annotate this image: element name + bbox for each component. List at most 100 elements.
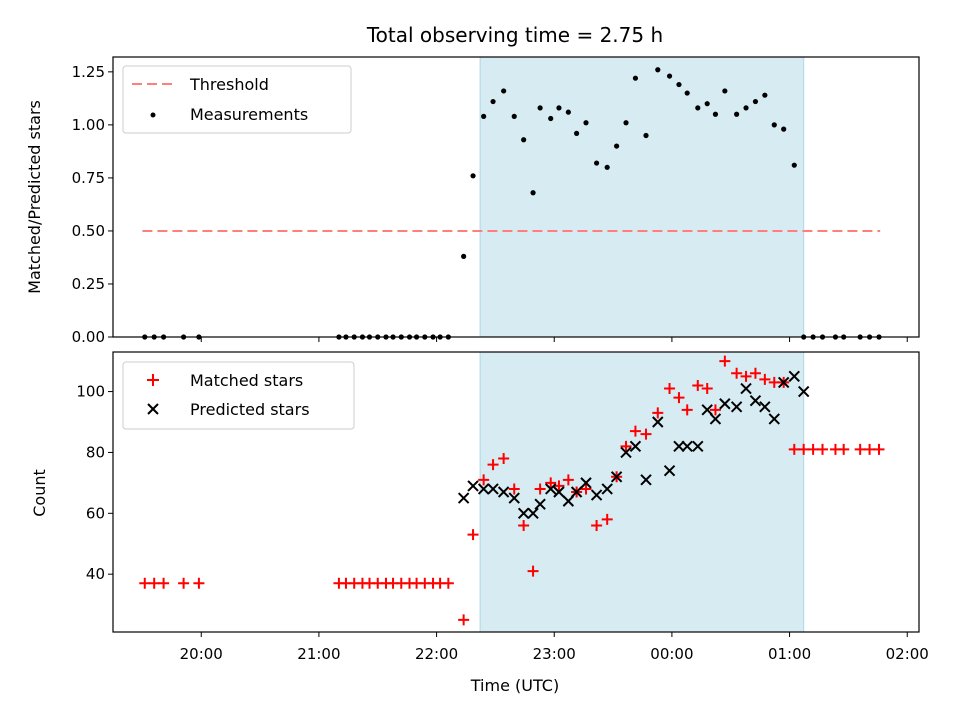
matched-star-point [664,383,676,395]
legend-matched-label: Matched stars [190,371,303,390]
predicted-star-point [457,492,470,504]
predicted-star-point [553,486,565,498]
measurement-point [521,137,527,143]
matched-star-point [740,370,752,382]
measurement-point [684,90,690,96]
measurement-point [537,105,543,111]
observing-window-shade [479,56,805,338]
y-axis-label: Matched/Predicted stars [25,100,44,294]
matched-stars-points [139,355,885,626]
predicted-star-point [749,394,762,407]
matched-star-point [527,565,539,577]
y-tick-label: 0.50 [72,222,105,240]
y-tick-label: 40 [86,565,105,583]
predicted-star-point [508,492,520,504]
matched-star-point [442,577,454,589]
matched-star-point [629,425,641,437]
y-tick-label: 1.00 [72,116,105,134]
matched-star-point [652,407,664,419]
measurement-point [461,253,467,259]
measurement-point [643,132,649,139]
predicted-star-point [740,382,752,395]
matched-star-point [673,392,685,404]
predicted-star-point [797,385,810,398]
matched-star-point [601,513,613,525]
predicted-star-point [487,483,499,495]
y-tick-label: 100 [76,383,105,401]
measurement-point [704,101,710,107]
predicted-star-point [730,401,743,413]
predicted-star-point [629,440,642,453]
predicted-star-point [759,401,771,413]
matched-star-point [731,367,743,379]
measurement-point [481,113,487,119]
chart-title: Total observing time = 2.75 h [366,23,663,47]
x-tick-label: 21:00 [297,645,340,663]
matched-star-point [158,577,170,589]
legend-measurements-label: Measurements [190,105,308,124]
y-tick-label: 0.25 [72,275,105,293]
measurement-point [632,75,639,81]
matched-star-point [719,355,731,367]
observing-window-shade [479,351,805,633]
matched-star-point [487,459,499,471]
x-axis-ticks: 20:00 21:00 22:00 23:00 00:00 01:00 02:00 [180,632,929,663]
predicted-star-point [788,370,800,383]
y-axis-ticks: 0.00 0.25 0.50 0.75 1.00 1.25 [72,63,113,346]
predicted-star-point [527,507,539,520]
ratio-panel: 0.00 0.25 0.50 0.75 1.00 1.25 Total observing… [25,23,920,346]
matched-star-point [620,440,632,452]
matched-star-point [807,443,819,455]
legend-measurements-swatch [150,112,156,118]
measurement-point [565,109,571,115]
legend-threshold-label: Threshold [189,75,269,94]
predicted-star-point [652,416,664,428]
predicted-star-point [777,376,790,389]
matched-star-point [701,383,713,395]
y-tick-label: 1.25 [72,63,105,81]
predicted-star-point [545,483,557,495]
matched-star-point [864,443,876,455]
matched-star-point [580,483,592,495]
x-axis-label: Time (UTC) [470,676,559,695]
matched-star-point [817,443,829,455]
predicted-star-point [562,495,575,507]
x-axis-ticks [200,337,908,342]
predicted-star-point [497,486,510,498]
matched-star-point [193,577,205,589]
measurement-point [490,98,496,105]
matched-star-point [467,529,479,541]
matched-star-point [838,443,850,455]
axes-frame [112,351,920,633]
measurement-point [734,111,740,117]
measurement-point [655,67,661,73]
matched-star-point [681,404,693,416]
legend-matched-swatch [147,374,159,386]
predicted-star-point [570,486,583,498]
matched-star-point [591,519,603,531]
x-tick-label: 23:00 [533,645,576,663]
x-tick-label: 02:00 [886,645,929,663]
predicted-stars-points [457,370,810,520]
matched-star-point [788,443,800,455]
measurement-point [781,126,787,132]
predicted-star-point [590,489,603,501]
matched-star-point [148,577,160,589]
predicted-star-point [701,404,713,416]
predicted-star-point [663,464,676,477]
x-tick-label: 20:00 [180,645,223,663]
measurement-point [548,115,554,122]
matched-star-point [798,443,810,455]
legend-predicted-label: Predicted stars [190,400,310,419]
measurement-point [530,190,536,196]
matched-star-point [640,428,652,440]
measurement-point [743,105,749,111]
counts-panel: 40 60 80 100 20:00 21:00 22:00 23:00 00:00 01:00… [30,351,929,695]
legend: Threshold Measurements [122,65,352,134]
predicted-star-point [709,413,722,425]
predicted-star-point [681,440,693,453]
measurement-point [583,120,589,126]
predicted-star-point [610,471,623,483]
matched-star-point [478,474,490,486]
y-tick-label: 0.75 [72,169,105,187]
